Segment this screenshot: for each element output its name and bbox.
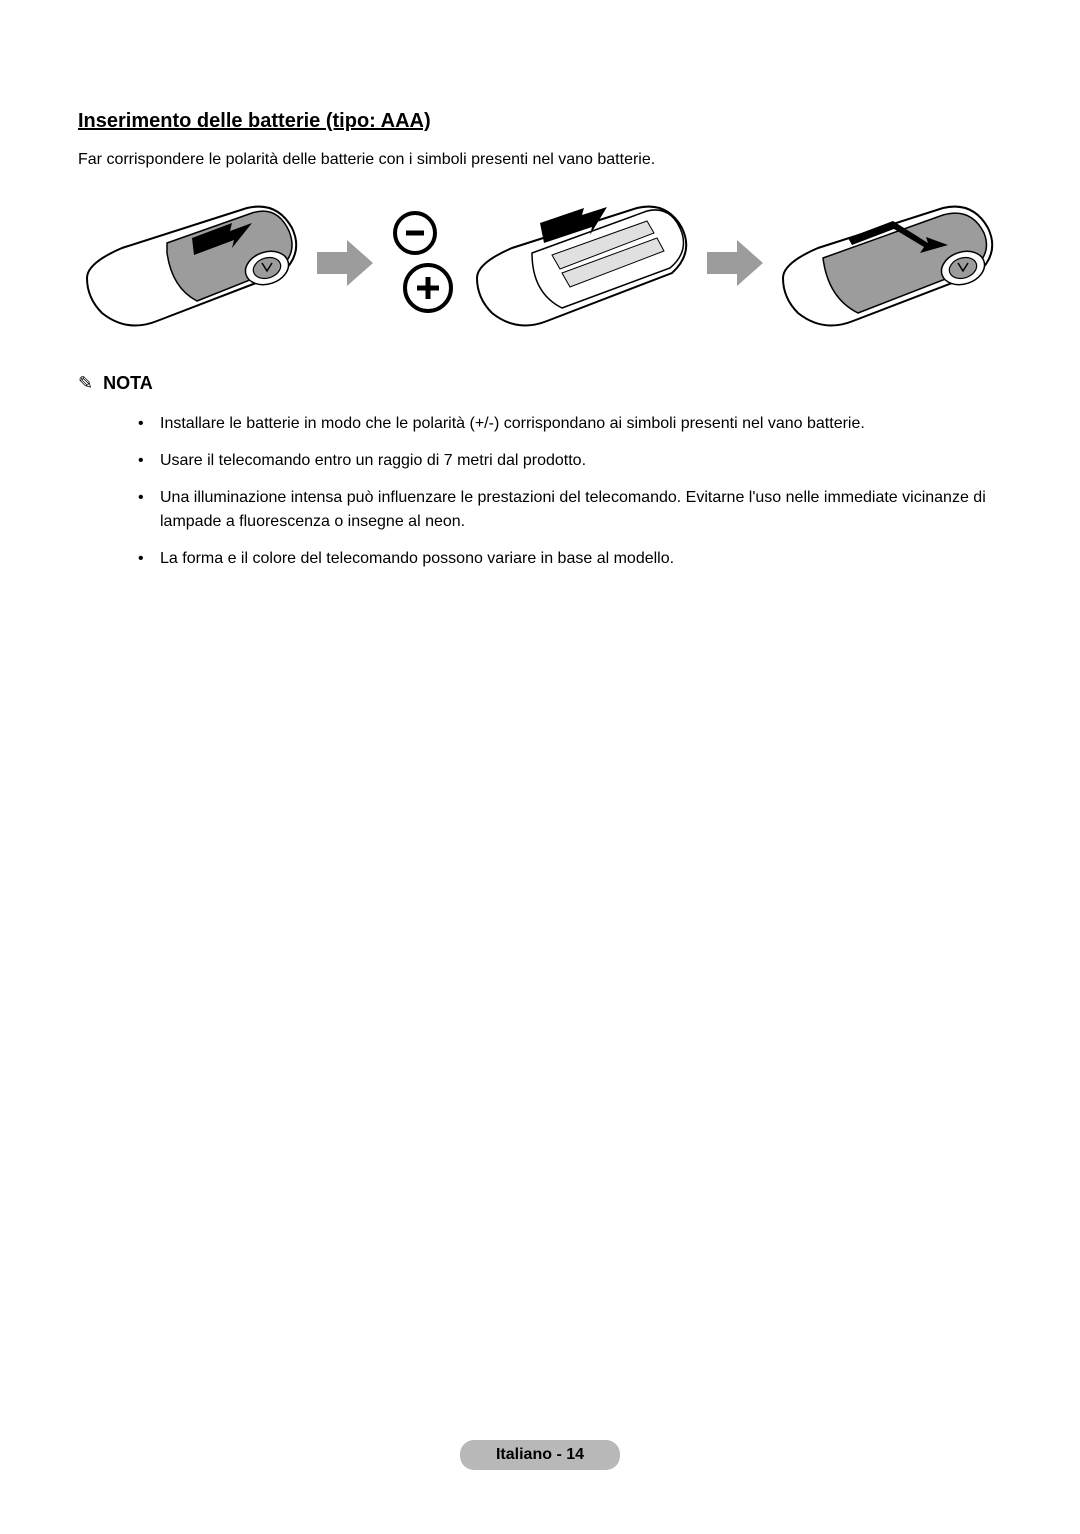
list-item: Usare il telecomando entro un raggio di …: [138, 449, 1002, 472]
remote-open-cover-icon: [82, 193, 302, 333]
page-footer: Italiano - 14: [460, 1440, 620, 1470]
list-item: La forma e il colore del telecomando pos…: [138, 547, 1002, 570]
note-heading: ✎ NOTA: [78, 373, 1002, 394]
intro-text: Far corrispondere le polarità delle batt…: [78, 151, 1002, 169]
battery-diagram: [78, 193, 1002, 333]
remote-close-cover-icon: [778, 193, 998, 333]
step-arrow-icon: [705, 238, 765, 288]
pencil-icon: ✎: [78, 373, 93, 394]
note-label: NOTA: [103, 373, 153, 394]
step-arrow-icon: [315, 238, 375, 288]
list-item: Installare le batterie in modo che le po…: [138, 412, 1002, 435]
polarity-icon: [388, 208, 458, 318]
notes-list: Installare le batterie in modo che le po…: [78, 412, 1002, 570]
list-item: Una illuminazione intensa può influenzar…: [138, 486, 1002, 532]
section-title: Inserimento delle batterie (tipo: AAA): [78, 110, 1002, 133]
remote-insert-batteries-icon: [472, 193, 692, 333]
